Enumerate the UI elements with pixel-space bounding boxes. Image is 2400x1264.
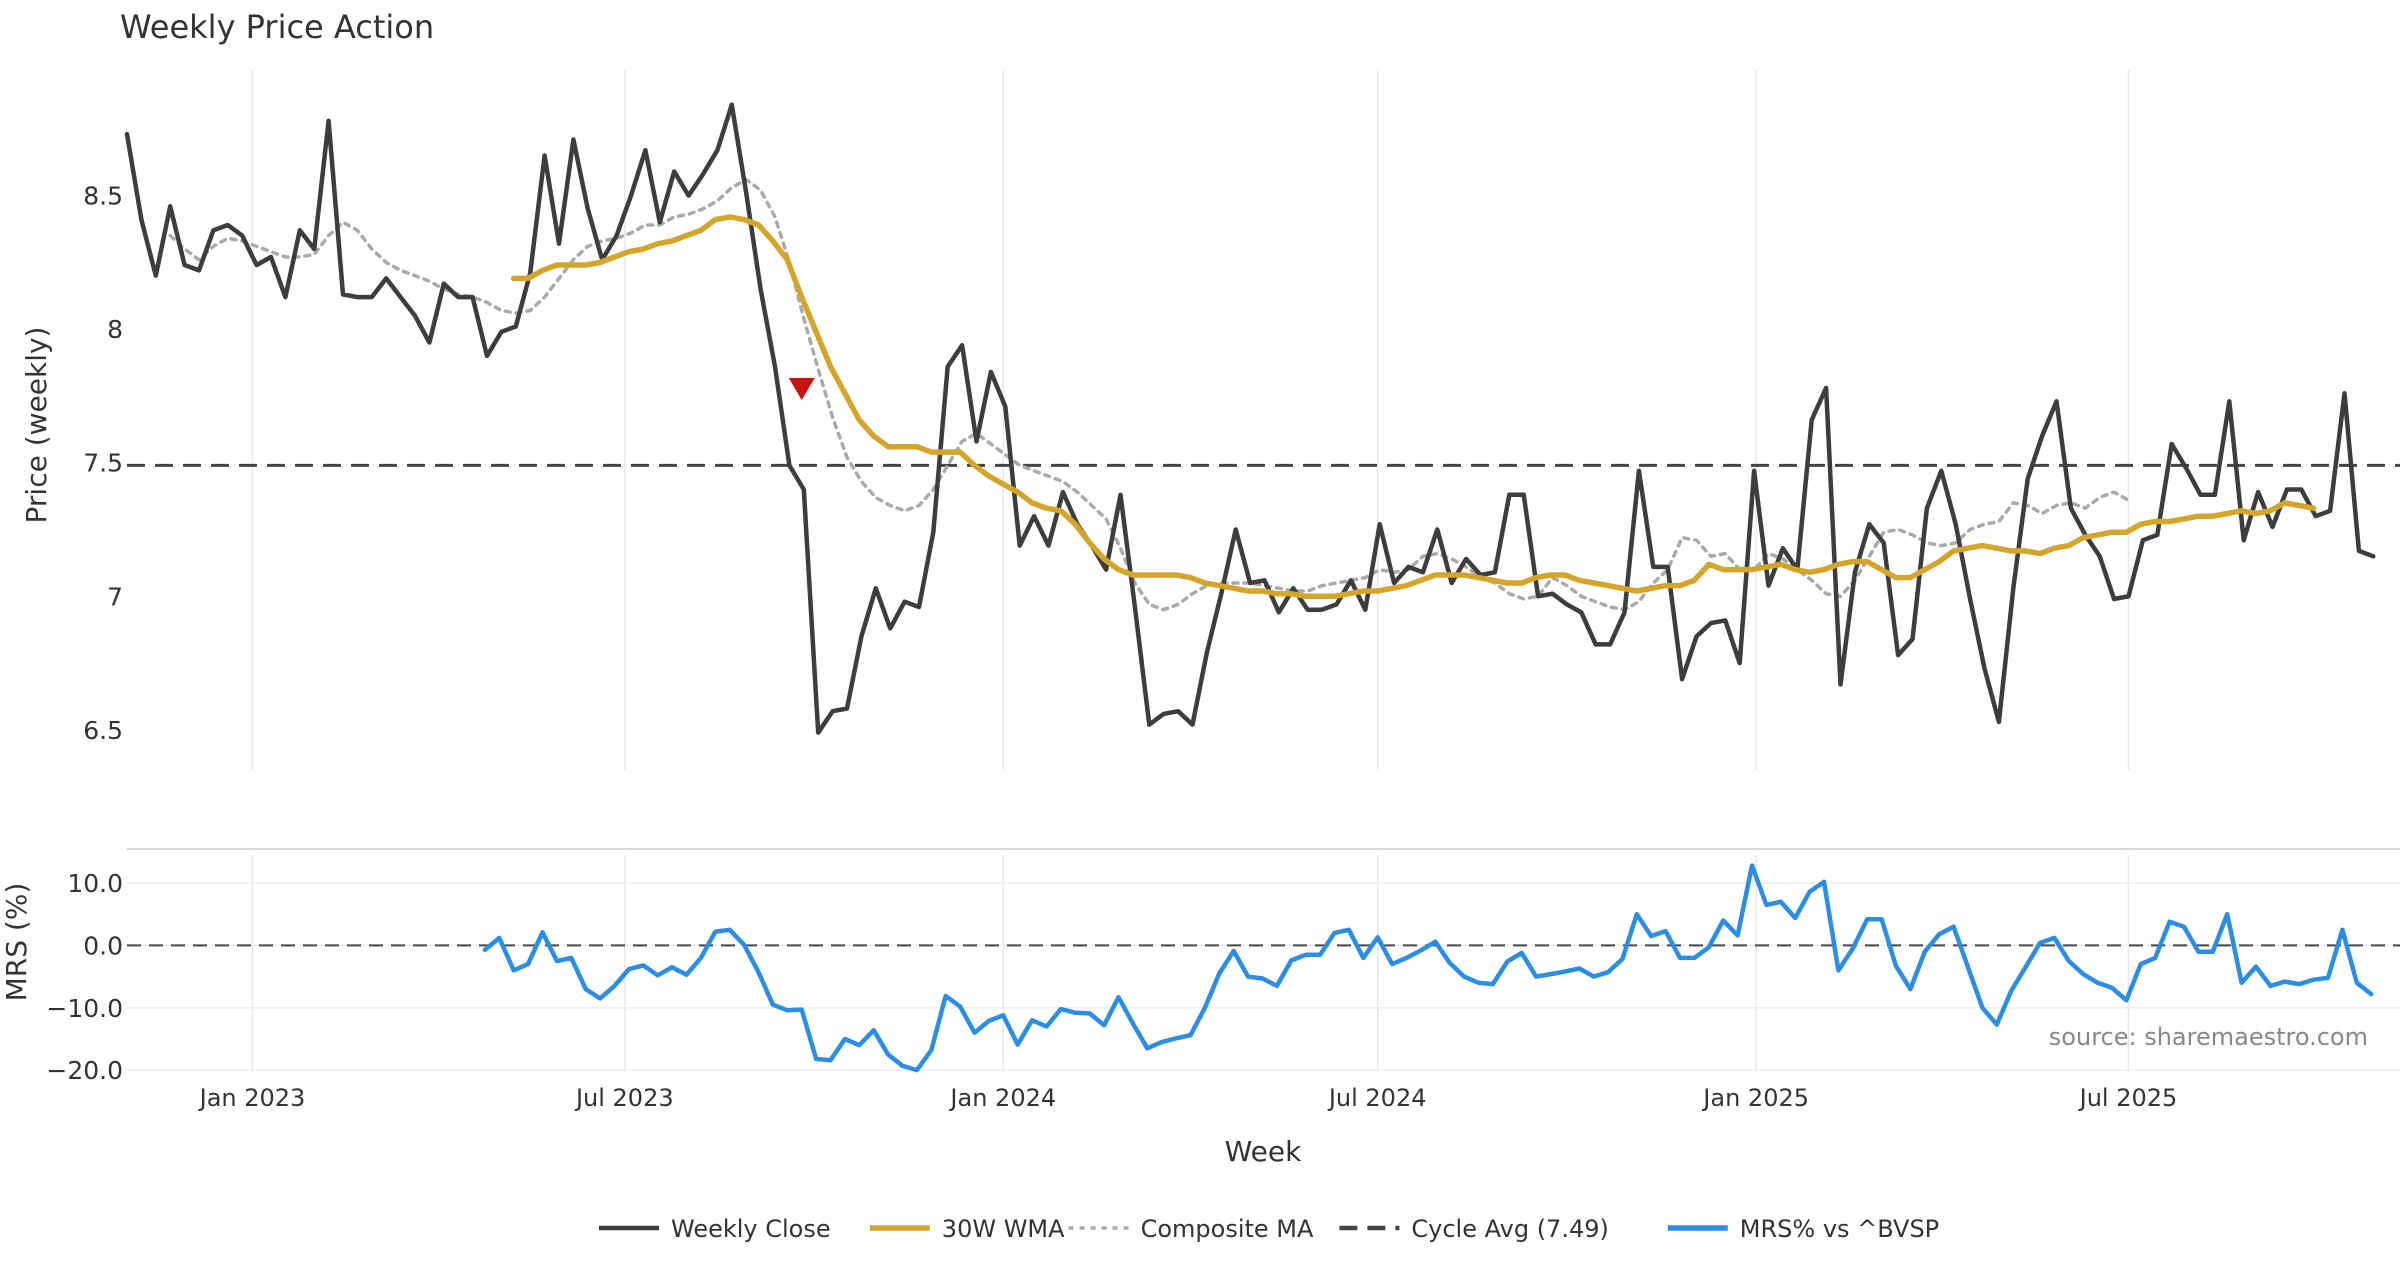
x-axis-label: Week: [1225, 1135, 1302, 1168]
legend-entry: Cycle Avg (7.49): [1339, 1215, 1609, 1243]
x-tick-label: Jan 2024: [948, 1084, 1056, 1112]
price-y-axis-label: Price (weekly): [20, 327, 53, 524]
mrs-y-tick-label: 0.0: [83, 931, 123, 960]
legend-label: 30W WMA: [942, 1215, 1065, 1243]
legend-entry: Weekly Close: [599, 1215, 831, 1243]
legend-label: Weekly Close: [671, 1215, 831, 1243]
x-ticks: Jan 2023 Jul 2023 Jan 2024 Jul 2024 Jan 2025…: [198, 1084, 2178, 1112]
legend-label: Cycle Avg (7.49): [1411, 1215, 1608, 1243]
mrs-y-tick-label: −20.0: [46, 1056, 123, 1085]
price-y-tick-label: 7: [107, 582, 123, 611]
mrs-y-axis-label: MRS (%): [0, 883, 33, 1002]
price-y-tick-label: 7.5: [83, 449, 123, 478]
x-tick-label: Jan 2025: [1701, 1084, 1809, 1112]
price-y-ticks: 6.5 7 7.5 8 8.5: [83, 182, 123, 745]
price-grid: [251, 70, 2130, 770]
signal-marker-down-triangle: [788, 377, 815, 400]
wma-30w-line: [510, 214, 2317, 600]
legend-label: MRS% vs ^BVSP: [1740, 1215, 1939, 1243]
legend-label: Composite MA: [1141, 1215, 1314, 1243]
x-tick-label: Jul 2024: [1327, 1084, 1427, 1112]
chart-title: Weekly Price Action: [120, 8, 434, 46]
legend-entry: Composite MA: [1068, 1215, 1314, 1243]
mrs-y-tick-label: −10.0: [46, 994, 123, 1023]
x-tick-label: Jan 2023: [198, 1084, 306, 1112]
price-y-tick-label: 8: [107, 315, 123, 344]
price-series: [124, 102, 2400, 735]
legend-entry: MRS% vs ^BVSP: [1667, 1215, 1939, 1243]
mrs-series: [127, 863, 2400, 1073]
legend: Weekly Close 30W WMA Composite MA Cycle Avg…: [599, 1215, 1939, 1243]
x-tick-label: Jul 2025: [2078, 1084, 2178, 1112]
source-note: source: sharemaestro.com: [2049, 1023, 2368, 1051]
price-y-tick-label: 6.5: [83, 716, 123, 745]
legend-entry: 30W WMA: [869, 1215, 1065, 1243]
mrs-line: [482, 863, 2374, 1073]
mrs-y-tick-label: 10.0: [67, 869, 123, 898]
x-tick-label: Jul 2023: [574, 1084, 674, 1112]
mrs-y-ticks: 10.0 0.0 −10.0 −20.0: [46, 869, 123, 1085]
weekly-close-line: [124, 102, 2376, 735]
price-y-tick-label: 8.5: [83, 182, 123, 211]
